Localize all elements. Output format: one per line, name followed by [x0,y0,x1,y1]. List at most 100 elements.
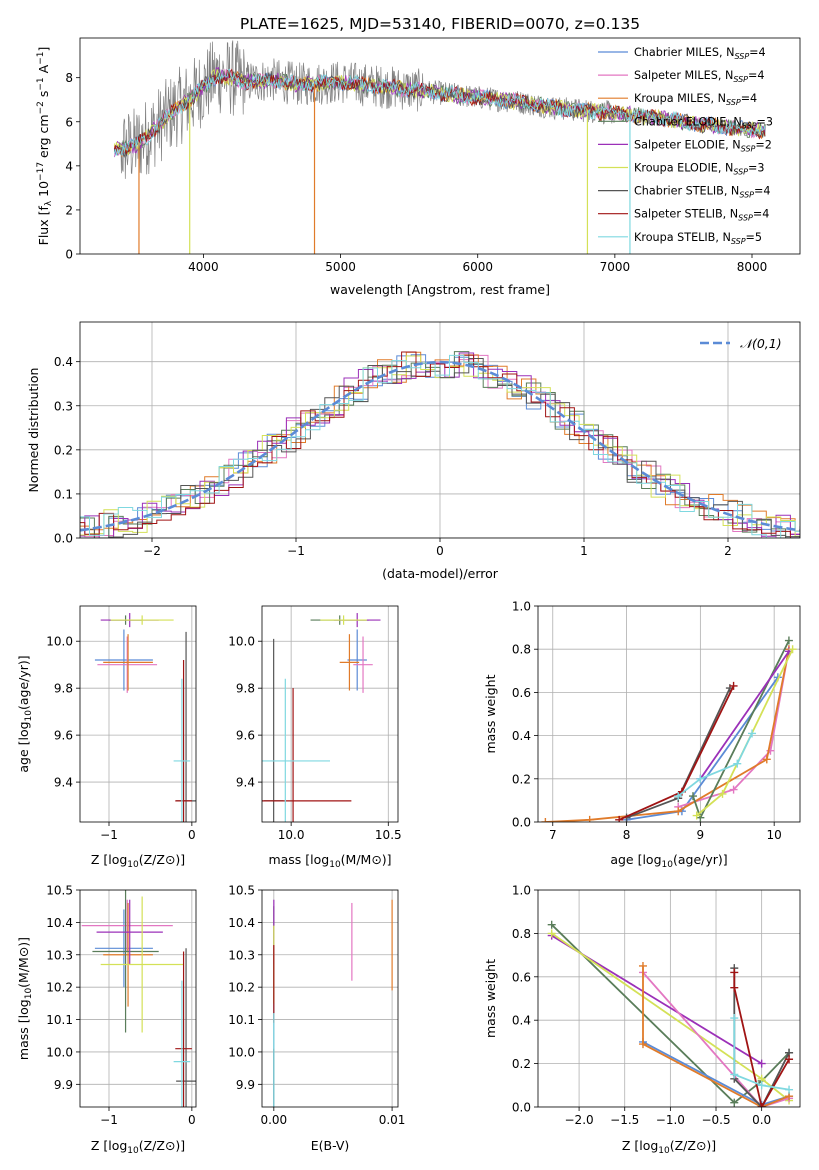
y-tick-label: 0.2 [512,772,531,786]
y-tick-label: 2 [65,203,73,217]
massweight-vs-Z-xlabel: Z [log10(Z/Z⊙)] [622,1138,716,1156]
marker-salpeter_elodie [757,1059,766,1068]
spectrum-model-kroupa_stelib [113,68,766,156]
axes-frame [79,321,801,539]
spectrum-legend: Chabrier MILES, NSSP=4 Salpeter MILES, NS… [598,46,773,246]
marker-kroupa_stelib [785,1085,794,1094]
axes-frame [537,889,801,1108]
y-tick-label: 1.0 [512,600,531,614]
x-tick-label: 6000 [462,260,493,274]
plot-area-age_vs_mass [262,606,398,822]
x-tick-label: 10.5 [375,828,402,842]
x-tick-label: 1 [580,544,588,558]
marker-kroupa_elodie [547,929,556,938]
y-tick-label: 10.2 [228,981,255,995]
y-tick-label: 8 [65,71,73,85]
axes-frame [79,889,197,1108]
marker-salpeter_stelib [785,1055,794,1064]
y-tick-label: 10.4 [228,916,255,930]
y-tick-label: 1.0 [512,884,531,898]
y-tick-label: 0.0 [512,1101,531,1115]
marker-kroupa_stelib [730,1070,739,1079]
mass-vs-Z-ylabel: mass [log10(M/M⊙)] [16,937,34,1060]
legend-label-chabrier_stelib: Chabrier STELIB, NSSP=4 [634,185,771,200]
histogram-salpeter_stelib [80,351,800,538]
x-tick-label: 2 [724,544,732,558]
line-kroupa_stelib [677,733,753,797]
x-tick-label: 0 [188,1113,196,1127]
residuals-xlabel: (data-model)/error [382,566,499,581]
x-tick-label: 10.0 [278,828,305,842]
line-salpeter_stelib [733,972,790,1107]
y-tick-label: 4 [65,159,73,173]
line-salpeter_miles [677,649,790,808]
legend-label-kroupa_stelib: Kroupa STELIB, NSSP=5 [634,231,762,246]
y-tick-label: 10.3 [46,948,73,962]
x-tick-label: 0 [436,544,444,558]
x-tick-label: 4000 [188,260,219,274]
legend-label-salpeter_elodie: Salpeter ELODIE, NSSP=2 [634,138,772,153]
x-tick-label: 10 [767,828,782,842]
axes-spectrum: 4000 5000 6000 7000 8000 0 2 4 6 8 wavelength [Ang… [36,37,801,297]
marker-chabrier_elodie [688,792,697,801]
marker-kroupa_stelib [696,774,705,783]
marker-salpeter_stelib [757,1103,766,1107]
marker-kroupa_elodie [718,789,727,798]
axes-age_vs_Z: −1 0 9.4 9.6 9.8 10.0 Z [log10(Z/Z⊙)] age [log1… [16,605,197,870]
y-tick-label: 0.0 [54,532,73,546]
y-tick-label: 0.6 [512,686,531,700]
axes-age_vs_mass: 10.0 10.5 9.4 9.6 9.8 10.0 mass [log10(M/M⊙)] [228,605,402,870]
marker-kroupa_miles [585,815,594,822]
axes-frame [261,889,399,1108]
marker-kroupa_stelib [757,1081,766,1090]
mass-vs-ebv-xlabel: E(B-V) [311,1138,350,1153]
plot-area-residuals [80,322,800,538]
marker-salpeter_stelib [730,983,739,992]
y-tick-label: 0.6 [512,970,531,984]
legend-label-chabrier_elodie: Chabrier ELODIE, NSSP=3 [634,115,773,130]
legend-gaussian-label: 𝒩(0,1) [740,336,782,351]
y-tick-label: 0.0 [512,816,531,830]
y-tick-label: 0.4 [54,355,73,369]
marker-kroupa_miles [674,807,683,816]
plot-area-mass_vs_Z [80,890,196,1107]
y-tick-label: 9.4 [54,776,73,790]
y-tick-label: 0.2 [54,443,73,457]
axes-massweight_vs_Z: −2.0 −1.5 −1.0 −0.5 0.0 0.0 0.2 0.4 0.6 0.8 1.0 Z [… [483,884,801,1156]
y-tick-label: 10.5 [228,884,255,898]
x-tick-label: −1.5 [610,1113,639,1127]
massweight_vs_Z-ylabel: mass weight [483,959,498,1038]
y-tick-label: 10.1 [228,1013,255,1027]
line-kroupa_miles [642,966,790,1107]
legend-label-kroupa_miles: Kroupa MILES, NSSP=4 [634,92,757,107]
y-tick-label: 10.3 [228,948,255,962]
y-tick-label: 0 [65,248,73,262]
x-tick-label: −0.5 [701,1113,730,1127]
axes-frame [79,37,801,255]
x-tick-label: −1 [287,544,305,558]
y-tick-label: 10.0 [46,635,73,649]
legend-label-salpeter_miles: Salpeter MILES, NSSP=4 [634,69,765,84]
axes-mass_vs_ebv: 0.00 0.01 9.9 10.0 10.1 10.2 10.3 10.4 10.5 E(B-V… [228,884,405,1154]
legend-label-salpeter_stelib: Salpeter STELIB, NSSP=4 [634,208,769,223]
marker-kroupa_miles [638,961,647,970]
x-tick-label: 5000 [325,260,356,274]
y-tick-label: 0.4 [512,1014,531,1028]
y-tick-label: 0.4 [512,729,531,743]
marker-salpeter_stelib [729,681,738,690]
y-tick-label: 10.0 [228,1045,255,1059]
marker-salpeter_stelib [730,968,739,977]
age-vs-mass-xlabel: mass [log10(M/M⊙)] [268,852,391,870]
x-tick-label: 7 [549,828,557,842]
y-tick-label: 0.2 [512,1057,531,1071]
spectrum-model-salpeter_stelib [113,68,766,156]
y-tick-label: 10.5 [46,884,73,898]
y-tick-label: 9.9 [54,1078,73,1092]
y-tick-label: 0.8 [512,927,531,941]
age-vs-Z-ylabel: age [log10(age/yr)] [16,655,34,772]
x-tick-label: 0.01 [379,1113,406,1127]
y-tick-label: 9.6 [54,729,73,743]
plot-area-age_vs_Z [80,606,196,822]
y-tick-label: 0.8 [512,643,531,657]
histogram-chabrier_stelib [80,358,800,538]
